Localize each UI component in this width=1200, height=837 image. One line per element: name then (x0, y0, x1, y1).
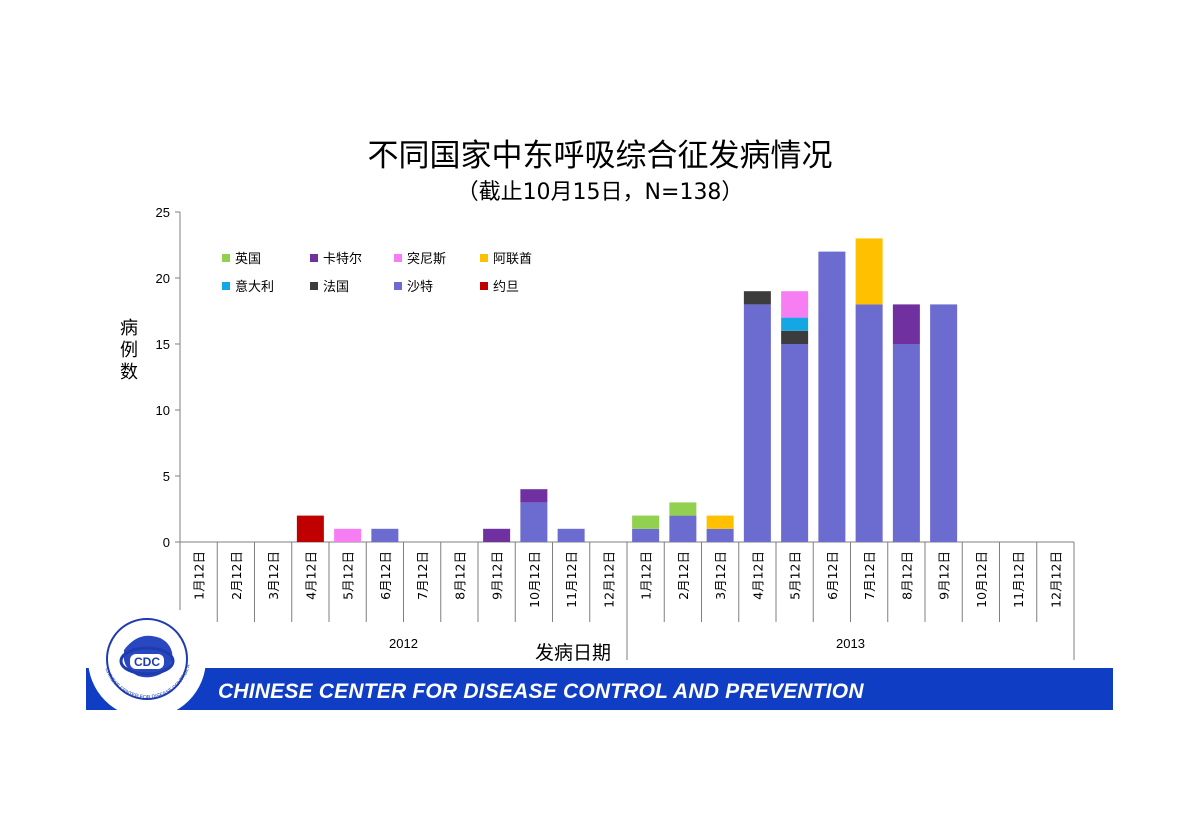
x-tick-label: 4月12日 (750, 551, 765, 600)
legend-swatch (480, 254, 488, 262)
bar-segment (743, 304, 771, 542)
bar-segment (669, 515, 697, 542)
x-tick-label: 3月12日 (713, 551, 728, 600)
bar-segment (557, 528, 585, 542)
x-tick-label: 5月12日 (788, 551, 803, 600)
x-tick-label: 2月12日 (229, 551, 244, 600)
x-tick-label: 10月12日 (527, 551, 542, 608)
bar-segment (818, 251, 846, 542)
legend-label: 沙特 (407, 280, 433, 295)
y-tick-label: 0 (163, 535, 170, 550)
bar-segment (520, 502, 548, 542)
bar-segment (781, 291, 809, 318)
legend-label: 约旦 (493, 280, 519, 295)
x-tick-label: 5月12日 (341, 551, 356, 600)
x-tick-label: 7月12日 (862, 551, 877, 600)
y-tick-label: 15 (156, 337, 170, 352)
cdc-logo-icon: CDC CHINESE CENTER FOR DISEASE CONTROL A… (86, 598, 206, 718)
bar-segment (892, 304, 920, 344)
bar-segment (781, 317, 809, 331)
chart-subtitle: （截止10月15日，N=138） (456, 180, 744, 205)
legend-label: 卡特尔 (323, 252, 362, 267)
x-axis-label: 发病日期 (535, 642, 612, 664)
bar-segment (632, 528, 660, 542)
bar-segment (892, 344, 920, 542)
bar-segment (930, 304, 958, 542)
bar-segment (743, 291, 771, 305)
bar-segment (520, 489, 548, 503)
legend-label: 阿联酋 (493, 251, 532, 267)
year-group-label: 2012 (389, 636, 418, 651)
x-tick-label: 4月12日 (303, 551, 318, 600)
x-tick-label: 3月12日 (266, 551, 281, 600)
bar-segment (781, 330, 809, 344)
logo-text: CDC (134, 655, 160, 669)
x-tick-label: 9月12日 (490, 551, 505, 600)
x-tick-label: 12月12日 (1048, 551, 1063, 608)
bar-segment (706, 528, 734, 542)
x-tick-label: 12月12日 (601, 551, 616, 608)
legend-label: 意大利 (235, 279, 274, 295)
x-tick-label: 1月12日 (192, 551, 207, 600)
y-tick-label: 5 (163, 469, 170, 484)
footer-banner (86, 668, 1113, 710)
y-axis-label: 病例数 (120, 318, 138, 383)
legend-swatch (394, 282, 402, 290)
legend-label: 突尼斯 (407, 251, 446, 267)
legend-swatch (310, 254, 318, 262)
x-tick-label: 10月12日 (974, 551, 989, 608)
legend-swatch (222, 254, 230, 262)
bar-segment (781, 344, 809, 542)
bar-segment (706, 515, 734, 529)
y-tick-label: 10 (156, 403, 170, 418)
footer-org-name: CHINESE CENTER FOR DISEASE CONTROL AND P… (218, 680, 864, 703)
bar-segment (371, 528, 399, 542)
legend-label: 法国 (323, 280, 349, 295)
bar-segment (855, 304, 883, 542)
legend-swatch (222, 282, 230, 290)
legend-swatch (394, 254, 402, 262)
legend-swatch (310, 282, 318, 290)
x-tick-label: 8月12日 (899, 551, 914, 600)
x-tick-label: 9月12日 (937, 551, 952, 600)
bar-segment (334, 528, 362, 542)
bar-segment (669, 502, 697, 516)
x-tick-label: 6月12日 (825, 551, 840, 600)
x-tick-label: 6月12日 (378, 551, 393, 600)
chart-title: 不同国家中东呼吸综合征发病情况 (367, 138, 833, 174)
legend-swatch (480, 282, 488, 290)
x-tick-label: 8月12日 (452, 551, 467, 600)
x-tick-label: 11月12日 (1011, 551, 1026, 608)
x-tick-label: 2月12日 (676, 551, 691, 600)
year-group-label: 2013 (836, 636, 865, 651)
y-tick-label: 25 (156, 205, 170, 220)
bar-segment (632, 515, 660, 529)
legend-label: 英国 (235, 252, 261, 267)
y-tick-label: 20 (156, 271, 170, 286)
bar-segment (296, 515, 324, 542)
x-tick-label: 11月12日 (564, 551, 579, 608)
x-tick-label: 1月12日 (639, 551, 654, 600)
x-tick-label: 7月12日 (415, 551, 430, 600)
bar-segment (483, 528, 511, 542)
bar-segment (855, 238, 883, 305)
